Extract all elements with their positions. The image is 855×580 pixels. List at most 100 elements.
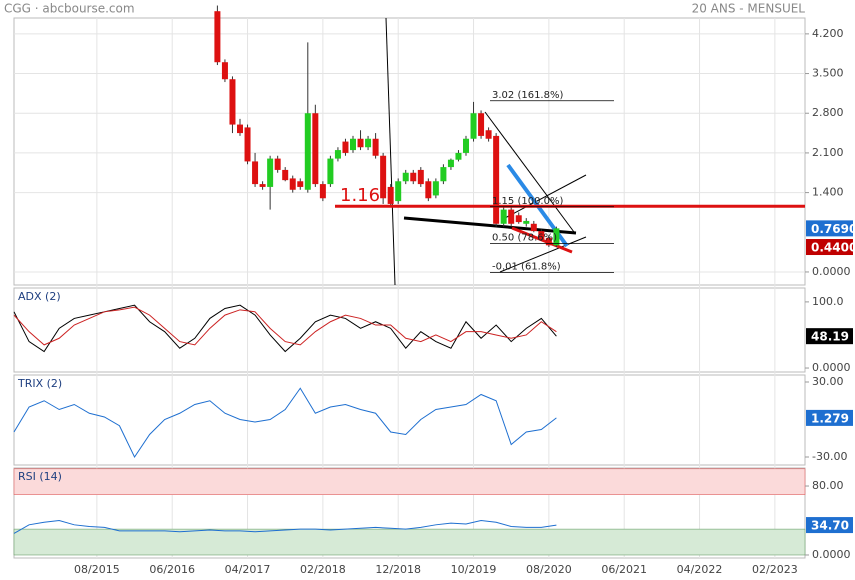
candle-body — [372, 138, 379, 156]
candle-body — [417, 169, 424, 185]
candle-body — [545, 237, 552, 246]
candle-body — [553, 228, 560, 246]
candle-body — [319, 184, 326, 199]
candle-body — [410, 172, 417, 182]
candle-body — [244, 127, 251, 162]
candle-body — [493, 135, 500, 224]
price-tag — [806, 517, 853, 534]
candle-body — [304, 113, 311, 190]
trend-line — [385, 17, 396, 286]
candle-body — [357, 138, 364, 148]
x-tick-label: 10/2019 — [451, 563, 497, 576]
candle-body — [327, 158, 334, 185]
x-tick-label: 06/2021 — [601, 563, 647, 576]
y-tick-label: 4.200 — [812, 27, 844, 40]
candle-body — [530, 223, 537, 232]
candle-body — [470, 113, 477, 139]
x-tick-label: 04/2017 — [225, 563, 271, 576]
candle-body — [365, 138, 372, 148]
candle-body — [447, 159, 454, 168]
candle-body — [515, 215, 522, 223]
panel-title: TRIX (2) — [17, 377, 62, 390]
candle-body — [214, 11, 221, 63]
zone-band — [13, 468, 806, 495]
x-tick-label: 06/2016 — [149, 563, 195, 576]
x-tick-label: 12/2018 — [375, 563, 421, 576]
fib-label: 0.50 (78.6%) — [492, 233, 557, 244]
x-tick-label: 08/2020 — [526, 563, 572, 576]
header-left: CGG · abcbourse.com — [4, 2, 135, 16]
panel — [13, 374, 806, 466]
y-tick-label: 100.0 — [812, 295, 844, 308]
candle-body — [380, 155, 387, 199]
candle-body — [523, 220, 530, 224]
candle-body — [440, 167, 447, 182]
header-right: 20 ANS - MENSUEL — [692, 2, 806, 16]
price-tag-label: 48.19 — [811, 330, 849, 344]
fib-label: 3.02 (161.8%) — [492, 90, 563, 101]
candle-body — [252, 161, 259, 185]
panel-title: ADX (2) — [18, 290, 61, 303]
candle-body — [425, 181, 432, 199]
candle-body — [229, 79, 236, 125]
price-tag-label: 1.279 — [811, 411, 849, 425]
candle-body — [395, 181, 402, 202]
price-tag — [806, 328, 853, 345]
y-tick-label: 2.800 — [812, 106, 844, 119]
candle-body — [508, 209, 515, 224]
price-tag — [806, 409, 853, 426]
y-tick-label: 3.500 — [812, 67, 844, 80]
candle-body — [334, 150, 341, 159]
trend-line — [403, 216, 577, 235]
candle-body — [538, 231, 545, 240]
candle-body — [478, 113, 485, 136]
panel — [13, 17, 806, 286]
candle-body — [455, 152, 462, 160]
support-label: 1.16 — [340, 185, 380, 206]
candle-body — [387, 186, 394, 204]
candle-body — [463, 138, 469, 153]
candle-body — [237, 124, 243, 134]
x-tick-label: 08/2015 — [74, 563, 120, 576]
fib-label: -0.01 (61.8%) — [492, 262, 561, 273]
trend-line — [504, 174, 587, 219]
candle-body — [282, 169, 289, 181]
y-tick-label: 0.0000 — [812, 265, 851, 278]
price-tag-label: 34.70 — [811, 519, 849, 533]
candle-body — [350, 138, 356, 151]
trend-line — [499, 236, 587, 273]
x-tick-label: 02/2018 — [300, 563, 346, 576]
candle-body — [500, 209, 507, 224]
panel — [13, 287, 806, 373]
price-tag — [806, 220, 853, 237]
y-tick-label: -30.00 — [812, 450, 847, 463]
x-tick-label: 04/2022 — [677, 563, 723, 576]
trend-line — [511, 226, 573, 254]
y-tick-label: 1.400 — [812, 186, 844, 199]
candle-body — [221, 62, 228, 80]
candle-body — [432, 181, 439, 196]
y-tick-label: 0.0000 — [812, 361, 851, 374]
x-tick-label: 02/2023 — [752, 563, 798, 576]
panel-title: RSI (14) — [18, 470, 62, 483]
y-tick-label: 0.0000 — [812, 548, 851, 561]
candle-body — [274, 158, 281, 170]
indicator-line — [13, 306, 557, 346]
candle-body — [402, 172, 409, 182]
candle-body — [267, 158, 274, 187]
candle-body — [259, 184, 266, 187]
indicator-line — [13, 519, 557, 534]
y-tick-label: 80.00 — [812, 479, 844, 492]
candle-body — [342, 141, 349, 153]
price-tag-label: 0.7690 — [811, 222, 855, 236]
y-tick-label: 30.00 — [812, 375, 844, 388]
indicator-line — [13, 387, 557, 459]
zone-band — [13, 528, 806, 556]
y-tick-label: 2.100 — [812, 146, 844, 159]
price-tag-label: 0.4400 — [811, 241, 855, 255]
candle-body — [297, 181, 304, 187]
candle-body — [485, 130, 492, 139]
price-tag — [806, 239, 853, 256]
candle-body — [312, 113, 319, 185]
